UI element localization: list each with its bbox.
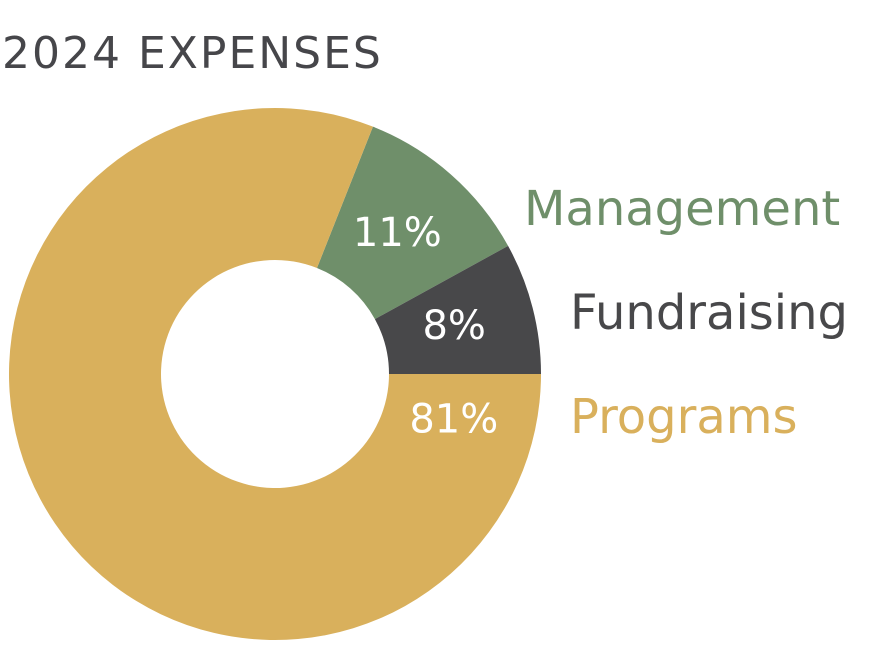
donut-slice	[316, 126, 509, 320]
legend-label: Management	[524, 181, 840, 237]
donut-slice	[374, 245, 541, 374]
chart-title: 2024 EXPENSES	[2, 28, 383, 79]
legend-label: Fundraising	[570, 285, 848, 341]
slice-label: 81%	[409, 397, 498, 443]
slice-label: 11%	[353, 210, 442, 256]
donut-slice	[9, 108, 541, 641]
slice-label: 8%	[422, 303, 485, 349]
legend-label: Programs	[570, 389, 798, 445]
